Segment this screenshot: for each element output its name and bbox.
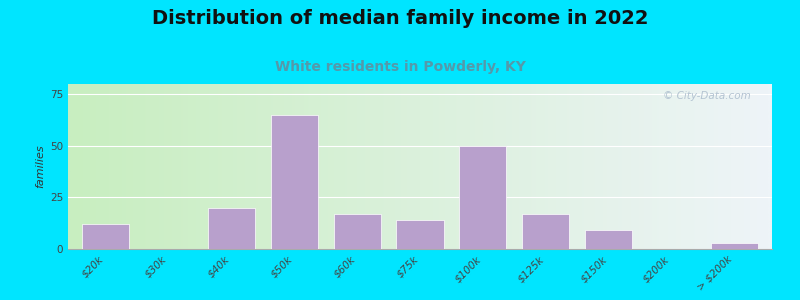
Bar [270, 115, 318, 249]
Text: © City-Data.com: © City-Data.com [663, 91, 751, 100]
Text: Distribution of median family income in 2022: Distribution of median family income in … [152, 9, 648, 28]
Bar [334, 214, 381, 249]
Bar [459, 146, 506, 249]
Text: White residents in Powderly, KY: White residents in Powderly, KY [274, 60, 526, 74]
Bar [82, 224, 130, 249]
Y-axis label: families: families [36, 145, 46, 188]
Bar [208, 208, 255, 249]
Bar [397, 220, 443, 249]
Bar [522, 214, 570, 249]
Bar [585, 230, 632, 249]
Bar [710, 243, 758, 249]
